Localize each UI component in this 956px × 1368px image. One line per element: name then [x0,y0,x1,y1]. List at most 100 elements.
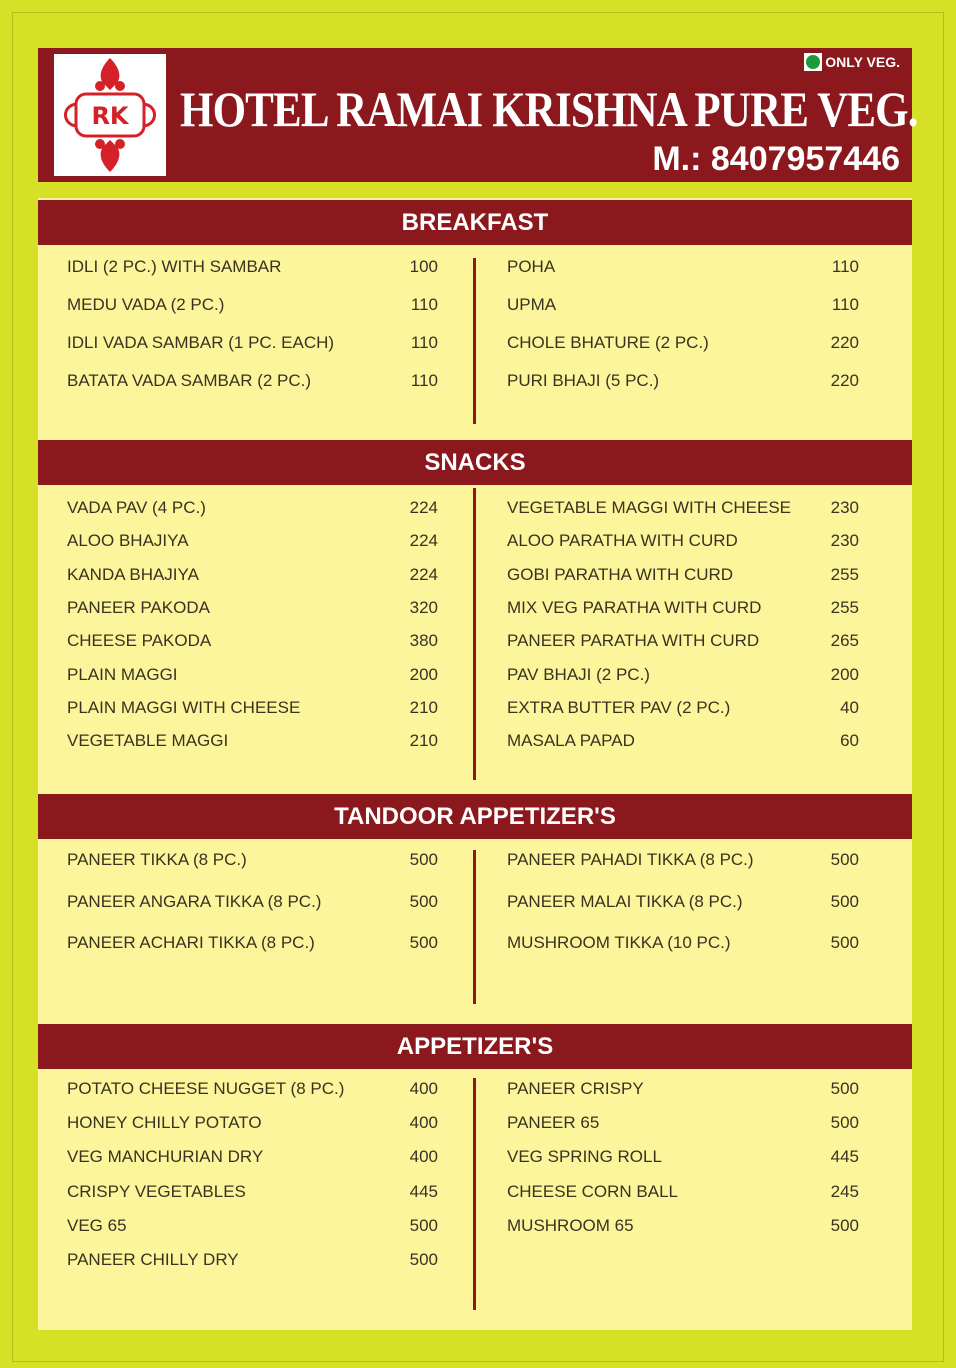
menu-item-name: CHEESE CORN BALL [507,1181,678,1201]
phone-number: M.: 8407957446 [652,140,900,178]
logo-emblem-icon: RK [64,58,156,172]
menu-item-price: 445 [409,1181,438,1201]
column-divider [473,1078,476,1310]
menu-item-name: EXTRA BUTTER PAV (2 PC.) [507,697,731,717]
menu-item-price: 224 [409,498,438,517]
menu-item-name: CHOLE BHATURE (2 PC.) [507,333,709,352]
menu-item-name: MUSHROOM TIKKA (10 PC.) [507,933,731,952]
menu-item-price: 255 [830,564,859,584]
menu-item-name: HONEY CHILLY POTATO [67,1113,262,1133]
menu-item-name: PANEER PAKODA [67,597,210,617]
menu-item-price: 110 [831,257,859,276]
menu-item-name: POTATO CHEESE NUGGET (8 PC.) [67,1079,345,1098]
column-divider [473,850,476,1004]
menu-panel: BREAKFAST IDLI (2 PC.) WITH SAMBAR 100 MEDU… [38,198,912,1330]
menu-item-price: 400 [409,1079,438,1098]
menu-item-name: PANEER ACHARI TIKKA (8 PC.) [67,933,315,952]
menu-item-name: ALOO PARATHA WITH CURD [507,531,738,551]
section-header: APPETIZER'S [38,1024,912,1069]
menu-item-name: CHEESE PAKODA [67,631,212,651]
menu-item-price: 500 [830,850,859,869]
menu-item-name: MUSHROOM 65 [507,1215,634,1235]
menu-item-name: BATATA VADA SAMBAR (2 PC.) [67,371,312,390]
menu-item-name: PLAIN MAGGI [67,664,178,684]
menu-item-name: PLAIN MAGGI WITH CHEESE [67,697,301,717]
menu-item-name: GOBI PARATHA WITH CURD [507,564,734,584]
menu-item-price: 500 [409,850,438,869]
menu-item-name: PAV BHAJI (2 PC.) [507,664,650,684]
menu-item-name: UPMA [507,295,557,314]
menu-item-name: PANEER PAHADI TIKKA (8 PC.) [507,850,754,869]
menu-item-price: 500 [409,1215,438,1235]
menu-item-price: 500 [830,1113,859,1133]
menu-item-name: VADA PAV (4 PC.) [67,498,206,517]
menu-item-name: PANEER PARATHA WITH CURD [507,631,760,651]
only-veg-badge: ONLY VEG. [804,53,900,71]
page-frame [12,12,944,1362]
menu-item-name: CRISPY VEGETABLES [67,1181,246,1201]
menu-item-price: 230 [830,498,859,517]
menu-item-price: 380 [409,631,438,651]
menu-item-price: 110 [410,295,438,314]
menu-item-price: 210 [409,731,438,751]
menu-item-name: VEG MANCHURIAN DRY [67,1147,264,1167]
menu-item-name: PURI BHAJI (5 PC.) [507,371,660,390]
rk-logo: RK [54,54,166,176]
section-header: SNACKS [38,440,912,485]
menu-item-name: VEGETABLE MAGGI [67,731,229,751]
menu-item-price: 245 [830,1181,859,1201]
menu-item-price: 110 [410,333,438,352]
menu-item-price: 500 [409,1250,438,1269]
menu-item-name: VEG 65 [67,1215,127,1235]
menu-item-name: PANEER TIKKA (8 PC.) [67,850,247,869]
menu-item-price: 224 [409,531,438,551]
menu-item-price: 500 [409,933,438,952]
menu-item-price: 224 [409,564,438,584]
menu-item-name: IDLI VADA SAMBAR (1 PC. EACH) [67,333,335,352]
menu-item-price: 445 [830,1147,859,1167]
menu-item-price: 110 [831,295,859,314]
menu-item-name: PANEER CHILLY DRY [67,1250,239,1269]
only-veg-label: ONLY VEG. [825,54,900,70]
menu-item-name: KANDA BHAJIYA [67,564,199,584]
menu-item-price: 500 [830,933,859,952]
menu-item-name: POHA [507,257,556,276]
menu-item-price: 100 [409,257,438,276]
menu-item-price: 400 [409,1147,438,1167]
section-header: TANDOOR APPETIZER'S [38,794,912,839]
menu-item-name: MEDU VADA (2 PC.) [67,295,225,314]
section-header: BREAKFAST [38,200,912,245]
menu-item-price: 320 [409,597,438,617]
veg-symbol-icon [804,53,823,71]
menu-item-price: 255 [830,597,859,617]
menu-item-price: 265 [830,631,859,651]
menu-item-name: PANEER 65 [507,1113,600,1133]
menu-item-price: 500 [830,1079,859,1098]
restaurant-name: HOTEL RAMAI KRISHNA PURE VEG. [180,81,918,137]
menu-item-price: 500 [409,891,438,911]
menu-item-price: 500 [830,891,859,911]
column-divider [473,258,476,424]
menu-header: RK ONLY VEG. HOTEL RAMAI KRISHNA PURE VE… [38,48,918,182]
menu-item-price: 110 [410,371,438,390]
menu-item-price: 40 [840,697,859,717]
menu-item-price: 200 [830,664,859,684]
menu-item-name: PANEER MALAI TIKKA (8 PC.) [507,891,743,911]
menu-item-price: 500 [830,1215,859,1235]
svg-text:RK: RK [91,102,129,130]
menu-item-price: 200 [409,664,438,684]
menu-item-price: 400 [409,1113,438,1133]
menu-item-price: 230 [830,531,859,551]
menu-item-price: 60 [840,731,859,751]
menu-item-name: PANEER ANGARA TIKKA (8 PC.) [67,891,322,911]
menu-item-name: ALOO BHAJIYA [67,531,189,551]
menu-item-name: MIX VEG PARATHA WITH CURD [507,597,762,617]
menu-item-name: VEGETABLE MAGGI WITH CHEESE [507,498,792,517]
menu-item-name: MASALA PAPAD [507,731,635,751]
menu-item-name: VEG SPRING ROLL [507,1147,662,1167]
menu-item-price: 220 [830,371,859,390]
menu-item-name: IDLI (2 PC.) WITH SAMBAR [67,257,282,276]
menu-item-price: 220 [830,333,859,352]
menu-item-price: 210 [409,697,438,717]
menu-item-name: PANEER CRISPY [507,1079,644,1098]
